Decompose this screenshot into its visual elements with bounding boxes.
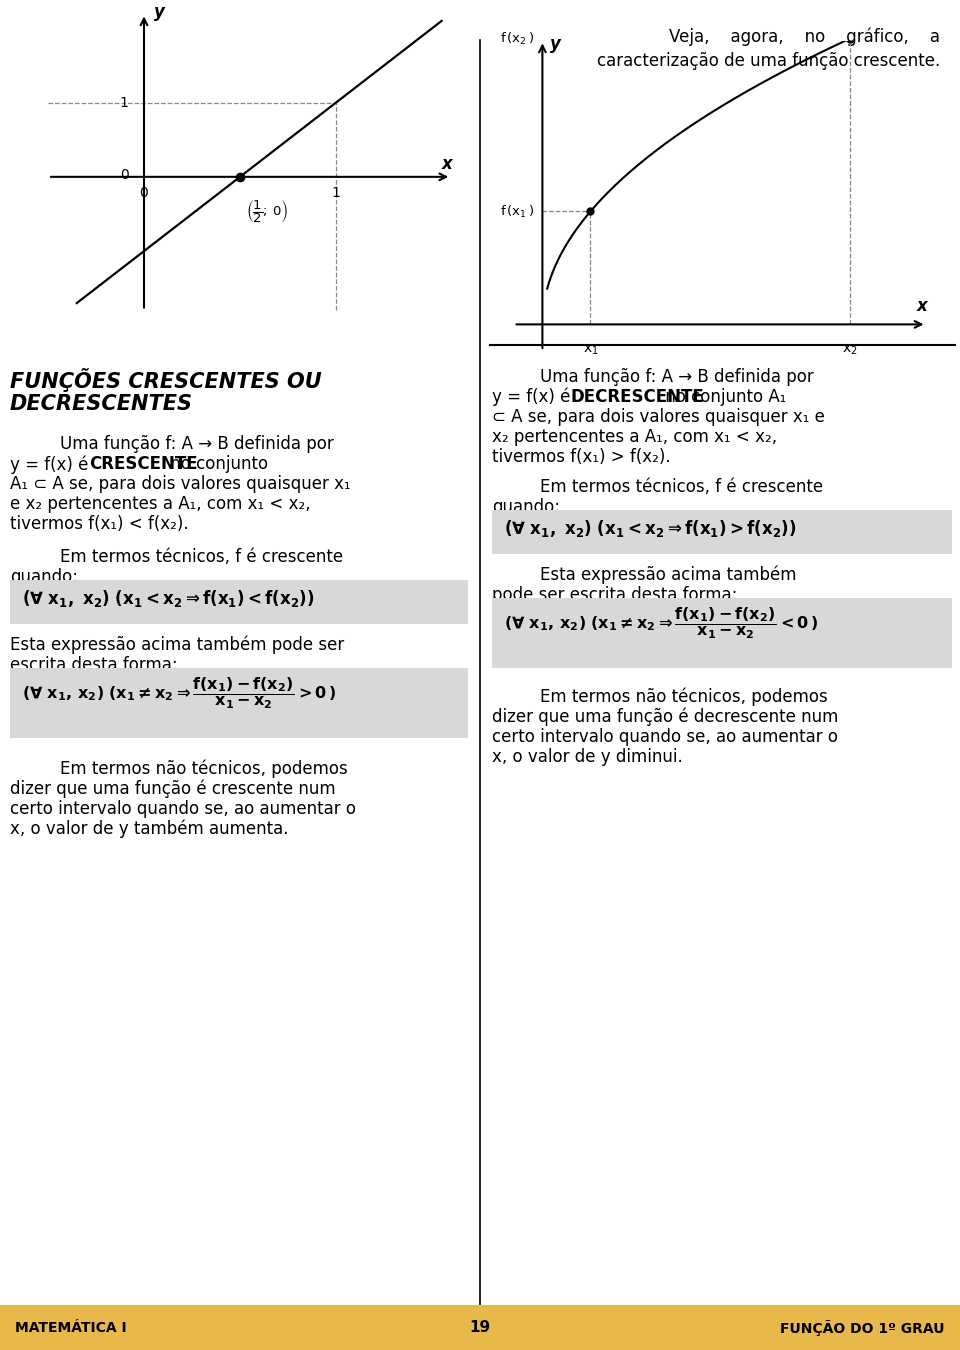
Bar (0, 1305, 960, 1350)
Text: pode ser escrita desta forma:: pode ser escrita desta forma: (492, 586, 737, 603)
Bar (492, 510, 952, 554)
Text: 1: 1 (120, 96, 129, 109)
Text: 1: 1 (331, 186, 341, 200)
Text: tivermos f(x₁) < f(x₂).: tivermos f(x₁) < f(x₂). (10, 514, 188, 533)
Text: $\mathbf{(\forall\ x_1,\ x_2)\ (x_1 < x_2 \Rightarrow f(x_1) > f(x_2))}$: $\mathbf{(\forall\ x_1,\ x_2)\ (x_1 < x_… (504, 518, 797, 539)
Text: no conjunto: no conjunto (165, 455, 268, 472)
Text: A₁ ⊂ A se, para dois valores quaisquer x₁: A₁ ⊂ A se, para dois valores quaisquer x… (10, 475, 350, 493)
Text: Veja,    agora,    no    gráfico,    a: Veja, agora, no gráfico, a (669, 28, 940, 46)
Text: $\mathsf{x_2}$: $\mathsf{x_2}$ (842, 342, 857, 356)
Text: $\mathsf{x_1}$: $\mathsf{x_1}$ (583, 342, 598, 356)
Text: caracterização de uma função crescente.: caracterização de uma função crescente. (597, 53, 940, 70)
Text: certo intervalo quando se, ao aumentar o: certo intervalo quando se, ao aumentar o (492, 728, 838, 747)
Text: quando:: quando: (492, 498, 560, 516)
Text: x: x (917, 297, 927, 315)
Text: y = f(x) é: y = f(x) é (10, 455, 94, 474)
Text: x: x (442, 155, 452, 173)
Text: y = f(x) é: y = f(x) é (492, 387, 576, 406)
Text: $\mathbf{(\forall\ x_1,\ x_2)\ (x_1 < x_2 \Rightarrow f(x_1) < f(x_2))}$: $\mathbf{(\forall\ x_1,\ x_2)\ (x_1 < x_… (22, 589, 315, 609)
Text: FUNÇÃO DO 1º GRAU: FUNÇÃO DO 1º GRAU (780, 1320, 945, 1336)
Text: e x₂ pertencentes a A₁, com x₁ < x₂,: e x₂ pertencentes a A₁, com x₁ < x₂, (10, 495, 311, 513)
Text: 0: 0 (139, 186, 149, 200)
Text: certo intervalo quando se, ao aumentar o: certo intervalo quando se, ao aumentar o (10, 801, 356, 818)
Text: y: y (154, 3, 164, 22)
Text: Uma função f: A → B definida por: Uma função f: A → B definida por (60, 435, 334, 454)
Text: CRESCENTE: CRESCENTE (89, 455, 198, 472)
Text: DECRESCENTE: DECRESCENTE (571, 387, 705, 406)
Text: Em termos técnicos, f é crescente: Em termos técnicos, f é crescente (60, 548, 343, 566)
Text: quando:: quando: (10, 568, 78, 586)
Text: Em termos não técnicos, podemos: Em termos não técnicos, podemos (540, 688, 828, 706)
Text: $\mathbf{(\forall\ x_1,\, x_2)\ (x_1 \neq x_2 \Rightarrow \dfrac{f(x_1)-f(x_2)}{: $\mathbf{(\forall\ x_1,\, x_2)\ (x_1 \ne… (22, 676, 336, 711)
Text: 0: 0 (120, 169, 129, 182)
Text: Em termos não técnicos, podemos: Em termos não técnicos, podemos (60, 760, 348, 779)
Text: Esta expressão acima também: Esta expressão acima também (540, 566, 797, 585)
Text: FUNÇÕES CRESCENTES OU: FUNÇÕES CRESCENTES OU (10, 369, 322, 391)
Text: escrita desta forma:: escrita desta forma: (10, 656, 178, 674)
Text: Uma função f: A → B definida por: Uma função f: A → B definida por (540, 369, 814, 386)
Text: dizer que uma função é decrescente num: dizer que uma função é decrescente num (492, 707, 838, 726)
Text: dizer que uma função é crescente num: dizer que uma função é crescente num (10, 780, 336, 798)
Text: $\mathsf{f\,(x_2\,)}$: $\mathsf{f\,(x_2\,)}$ (500, 31, 535, 47)
Text: x, o valor de y diminui.: x, o valor de y diminui. (492, 748, 683, 765)
Text: y: y (550, 35, 561, 54)
Text: MATEMÁTICA I: MATEMÁTICA I (15, 1322, 127, 1335)
Text: ⊂ A se, para dois valores quaisquer x₁ e: ⊂ A se, para dois valores quaisquer x₁ e (492, 408, 825, 427)
Text: x₂ pertencentes a A₁, com x₁ < x₂,: x₂ pertencentes a A₁, com x₁ < x₂, (492, 428, 778, 446)
Text: $\mathbf{(\forall\ x_1,\, x_2)\ (x_1 \neq x_2 \Rightarrow \dfrac{f(x_1)-f(x_2)}{: $\mathbf{(\forall\ x_1,\, x_2)\ (x_1 \ne… (504, 606, 818, 641)
Text: tivermos f(x₁) > f(x₂).: tivermos f(x₁) > f(x₂). (492, 448, 671, 466)
Bar (10, 580, 468, 624)
Text: DECRESCENTES: DECRESCENTES (10, 394, 193, 414)
Text: $\mathsf{f\,(x_1\,)}$: $\mathsf{f\,(x_1\,)}$ (500, 204, 535, 220)
Text: x, o valor de y também aumenta.: x, o valor de y também aumenta. (10, 819, 289, 838)
Bar (492, 598, 952, 668)
Text: Em termos técnicos, f é crescente: Em termos técnicos, f é crescente (540, 478, 823, 495)
Text: no conjunto A₁: no conjunto A₁ (660, 387, 786, 406)
Text: $\left(\dfrac{1}{2};\,0\right)$: $\left(\dfrac{1}{2};\,0\right)$ (246, 197, 288, 224)
Text: 19: 19 (469, 1320, 491, 1335)
Text: Esta expressão acima também pode ser: Esta expressão acima também pode ser (10, 636, 345, 655)
Bar (10, 668, 468, 738)
